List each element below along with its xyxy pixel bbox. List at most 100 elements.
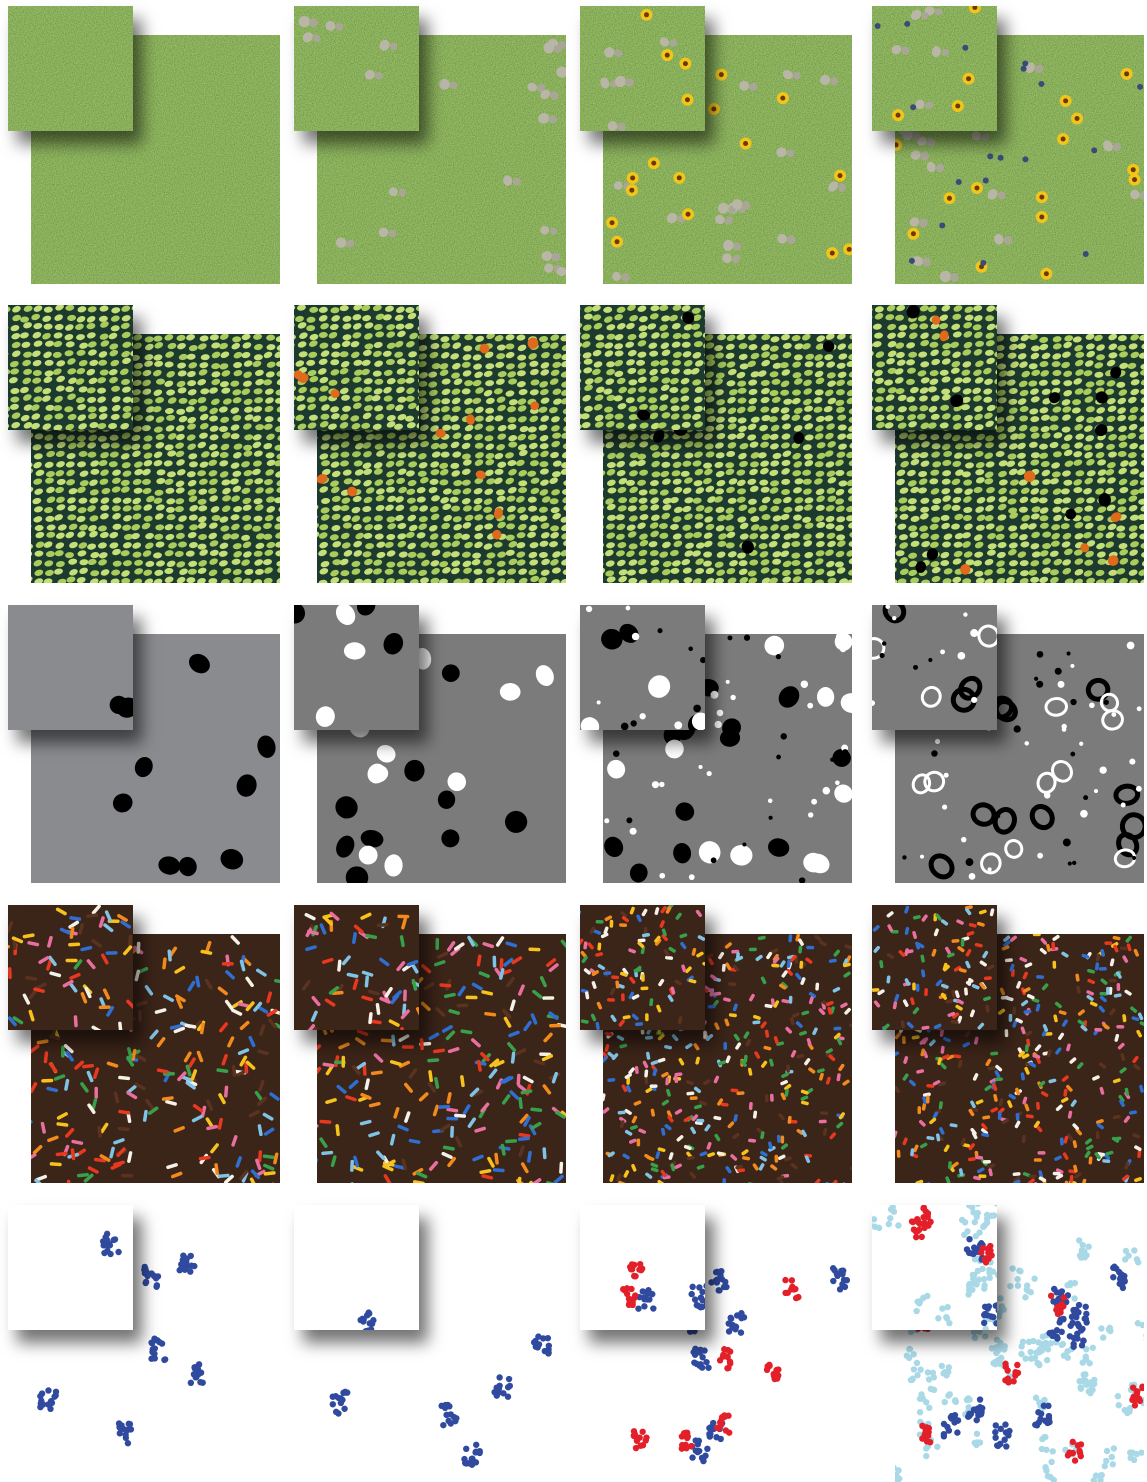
dot xyxy=(996,814,1000,818)
cell xyxy=(266,585,276,593)
cell xyxy=(475,585,485,592)
dot xyxy=(935,739,940,744)
cell xyxy=(132,316,142,323)
blue-stone xyxy=(998,155,1004,161)
cell xyxy=(483,324,494,333)
grass-noise xyxy=(872,6,997,131)
dot xyxy=(808,812,813,817)
cell xyxy=(22,440,33,449)
cell xyxy=(626,295,636,303)
cell xyxy=(307,431,317,438)
dot xyxy=(963,612,967,616)
flower-center xyxy=(947,196,952,201)
cell xyxy=(1018,324,1029,333)
cell xyxy=(306,441,316,449)
cell xyxy=(308,435,318,442)
cell xyxy=(440,587,450,595)
cell xyxy=(562,324,572,332)
cell xyxy=(156,325,166,332)
blue-stone xyxy=(980,260,986,266)
flower-center xyxy=(711,106,716,111)
cell xyxy=(583,431,593,439)
dot xyxy=(621,723,629,731)
dot xyxy=(830,757,834,761)
flower-center xyxy=(1131,167,1136,172)
cell xyxy=(783,327,793,334)
tile xyxy=(0,904,136,1034)
dot xyxy=(688,647,693,652)
cell xyxy=(550,326,561,335)
cell xyxy=(747,587,757,595)
sprinkle xyxy=(350,1182,359,1194)
cell xyxy=(985,297,995,305)
cell xyxy=(110,587,120,594)
cell xyxy=(672,296,682,304)
cell xyxy=(329,586,340,595)
dot xyxy=(1089,702,1095,708)
dot xyxy=(928,658,932,662)
cell xyxy=(394,297,405,306)
cell xyxy=(305,295,315,304)
cell xyxy=(1052,586,1062,593)
dot xyxy=(971,697,977,703)
cell xyxy=(899,585,910,594)
cell xyxy=(0,324,9,333)
cell xyxy=(188,585,198,592)
flower-center xyxy=(610,220,615,225)
cell xyxy=(199,326,209,333)
cell xyxy=(539,324,549,332)
cell xyxy=(941,585,952,594)
cell xyxy=(570,296,580,304)
dot xyxy=(693,705,701,713)
cell xyxy=(862,323,873,332)
cell xyxy=(20,452,30,460)
sprinkle xyxy=(528,947,540,951)
cell xyxy=(0,350,9,358)
cell xyxy=(862,296,872,303)
cell xyxy=(296,297,306,305)
cell xyxy=(307,561,317,568)
cell xyxy=(972,296,982,304)
dot xyxy=(1080,810,1088,818)
dot xyxy=(1063,839,1071,847)
cell xyxy=(660,587,670,595)
dot xyxy=(689,874,695,880)
sprinkle xyxy=(435,938,439,950)
flower-center xyxy=(1132,177,1137,182)
cell xyxy=(1006,586,1017,595)
cell xyxy=(593,588,603,596)
cell xyxy=(739,585,749,593)
cell xyxy=(21,478,31,485)
sprinkle xyxy=(279,1012,291,1016)
dot xyxy=(659,782,664,787)
cell xyxy=(22,523,32,531)
flower-center xyxy=(1039,215,1044,220)
cell xyxy=(963,587,973,594)
cell xyxy=(362,586,372,593)
sprinkle xyxy=(559,1162,563,1174)
cell xyxy=(452,588,462,595)
flower-center xyxy=(629,188,634,193)
cell xyxy=(873,295,884,304)
cell xyxy=(87,586,97,593)
cell xyxy=(409,587,419,595)
sprinkle xyxy=(136,942,140,954)
cell xyxy=(87,295,98,304)
cell xyxy=(307,541,317,549)
cell xyxy=(758,587,769,596)
dot xyxy=(710,691,718,699)
cell xyxy=(885,549,895,557)
cell xyxy=(1085,325,1096,334)
cell xyxy=(131,585,141,592)
cell xyxy=(826,324,836,332)
sprinkle xyxy=(549,1024,561,1028)
cell xyxy=(846,327,855,334)
dot xyxy=(776,654,781,659)
cell xyxy=(836,587,846,595)
dot xyxy=(836,634,841,639)
cell xyxy=(240,586,251,595)
sprinkle xyxy=(456,1003,468,1007)
cell xyxy=(285,402,296,411)
flower-center xyxy=(974,185,979,190)
blob xyxy=(566,268,575,277)
